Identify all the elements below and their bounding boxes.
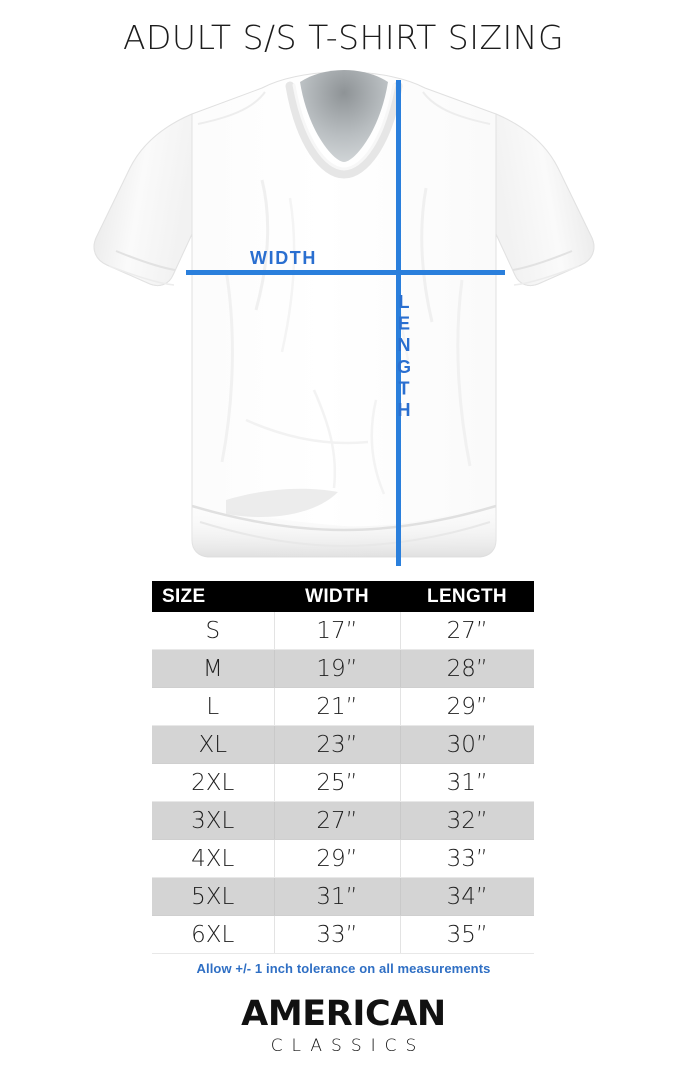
table-row: 5XL 31” 34” — [152, 877, 534, 916]
page-title: ADULT S/S T-SHIRT SIZING — [122, 18, 565, 57]
cell-size: 6XL — [152, 915, 275, 954]
column-header-width: WIDTH — [274, 581, 400, 612]
cell-length: 31” — [400, 763, 534, 802]
brand-logo: AMERICAN CLASSICS — [0, 996, 687, 1056]
cell-length: 33” — [400, 839, 534, 878]
tolerance-note: Allow +/- 1 inch tolerance on all measur… — [196, 961, 491, 976]
cell-width: 25” — [274, 763, 401, 802]
cell-size: 5XL — [152, 877, 275, 916]
cell-width: 27” — [274, 801, 401, 840]
cell-width: 31” — [274, 877, 401, 916]
table-row: 6XL 33” 35” — [152, 915, 534, 954]
cell-size: L — [152, 687, 275, 726]
cell-length: 35” — [400, 915, 534, 954]
cell-size: S — [152, 612, 275, 650]
brand-name-secondary: CLASSICS — [270, 1035, 426, 1056]
table-row: XL 23” 30” — [152, 725, 534, 764]
cell-length: 29” — [400, 687, 534, 726]
size-chart-table: SIZE WIDTH LENGTH S 17” 27” M 19” 28” L … — [152, 581, 534, 954]
cell-length: 30” — [400, 725, 534, 764]
cell-length: 27” — [400, 612, 534, 650]
cell-size: 2XL — [152, 763, 275, 802]
cell-size: M — [152, 649, 275, 688]
brand-name-primary: AMERICAN — [241, 994, 446, 1034]
cell-width: 19” — [274, 649, 401, 688]
tshirt-illustration — [76, 70, 611, 570]
cell-length: 32” — [400, 801, 534, 840]
table-row: 3XL 27” 32” — [152, 801, 534, 840]
column-header-size: SIZE — [152, 581, 274, 612]
table-row: L 21” 29” — [152, 687, 534, 726]
table-row: S 17” 27” — [152, 612, 534, 650]
table-header-row: SIZE WIDTH LENGTH — [152, 581, 534, 612]
cell-width: 29” — [274, 839, 401, 878]
table-row: 4XL 29” 33” — [152, 839, 534, 878]
table-row: M 19” 28” — [152, 649, 534, 688]
cell-size: XL — [152, 725, 275, 764]
cell-width: 33” — [274, 915, 401, 954]
column-header-length: LENGTH — [400, 581, 534, 612]
cell-width: 21” — [274, 687, 401, 726]
cell-size: 3XL — [152, 801, 275, 840]
cell-width: 23” — [274, 725, 401, 764]
cell-length: 34” — [400, 877, 534, 916]
cell-size: 4XL — [152, 839, 275, 878]
table-row: 2XL 25” 31” — [152, 763, 534, 802]
cell-width: 17” — [274, 612, 401, 650]
cell-length: 28” — [400, 649, 534, 688]
